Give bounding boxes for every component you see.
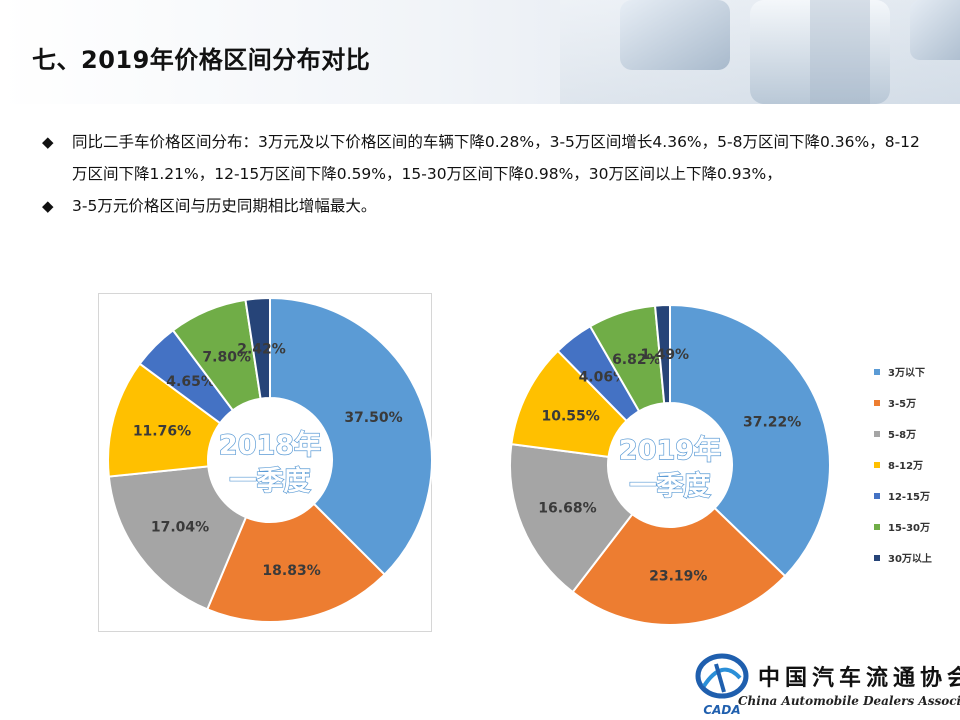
legend-swatch [874,431,880,437]
bullet-text: 同比二手车价格区间分布：3万元及以下价格区间的车辆下降0.28%，3-5万区间增… [72,133,920,183]
data-label-2018-0: 37.50% [344,410,402,426]
header-banner: 七、2019年价格区间分布对比 [0,0,960,104]
chart-legend: 3万以下 3-5万 5-8万 8-12万 12-15万 15-30万 30万以上 [874,364,960,581]
slice-2018-0 [269,296,433,576]
legend-item: 12-15万 [874,488,960,519]
legend-item: 3-5万 [874,395,960,426]
data-label-2019-6: 1.49% [641,347,690,363]
legend-swatch [874,369,880,375]
legend-label: 5-8万 [888,430,917,441]
bullet-item: ◆ 3-5万元价格区间与历史同期相比增幅最大。 [42,190,932,222]
data-label-2019-2: 16.68% [538,501,596,517]
data-label-2018-5: 7.80% [202,350,251,366]
slice-2018-2 [107,465,248,611]
data-label-2018-3: 11.76% [133,423,191,439]
data-label-2019-4: 4.06% [579,370,628,386]
bullet-text: 3-5万元价格区间与历史同期相比增幅最大。 [72,197,377,215]
legend-swatch [874,555,880,561]
slice-2019-0 [669,303,831,578]
bullet-item: ◆ 同比二手车价格区间分布：3万元及以下价格区间的车辆下降0.28%，3-5万区… [42,126,932,190]
slice-2019-2 [509,443,634,594]
legend-label: 12-15万 [888,492,930,503]
diamond-bullet-icon: ◆ [42,197,54,215]
legend-swatch [874,493,880,499]
legend-label: 30万以上 [888,554,932,565]
page-title: 七、2019年价格区间分布对比 [32,46,371,74]
legend-item: 30万以上 [874,550,960,581]
data-label-2019-5: 6.82% [612,352,661,368]
legend-item: 5-8万 [874,426,960,457]
cube-graphic [560,0,960,104]
legend-label: 3-5万 [888,399,917,410]
data-label-2019-1: 23.19% [649,569,707,585]
slice-2018-3 [107,362,222,478]
data-label-2019-3: 10.55% [541,408,599,424]
logo-name-en: China Automobile Dealers Association [738,694,960,708]
slice-2019-6 [653,303,671,405]
data-label-2018-4: 4.65% [166,374,215,390]
center-label-2018-0: 2018年 [219,429,321,461]
cada-emblem-icon: CADA [695,653,749,717]
legend-item: 3万以下 [874,364,960,395]
logo-abbr: CADA [703,703,740,717]
legend-label: 3万以下 [888,368,925,379]
center-label-2019-0: 2019年 [619,434,721,466]
legend-label: 15-30万 [888,523,930,534]
center-label-2018-1: 一季度 [230,465,311,497]
bullet-list: ◆ 同比二手车价格区间分布：3万元及以下价格区间的车辆下降0.28%，3-5万区… [42,126,932,222]
legend-swatch [874,524,880,530]
cada-logo: CADA 中国汽车流通协会 China Automobile Dealers A… [694,652,960,720]
legend-item: 15-30万 [874,519,960,550]
logo-name-cn: 中国汽车流通协会 [758,665,960,691]
data-label-2018-2: 17.04% [151,520,209,536]
legend-label: 8-12万 [888,461,924,472]
legend-item: 8-12万 [874,457,960,488]
slice-2018-6 [244,296,271,400]
center-label-2019-1: 一季度 [630,470,711,502]
legend-swatch [874,462,880,468]
diamond-bullet-icon: ◆ [42,133,54,151]
slice-2018-1 [205,502,386,623]
data-label-2018-1: 18.83% [262,563,320,579]
data-label-2019-0: 37.22% [743,415,801,431]
data-label-2018-6: 2.42% [237,341,286,357]
slice-2019-1 [571,506,787,626]
legend-swatch [874,400,880,406]
